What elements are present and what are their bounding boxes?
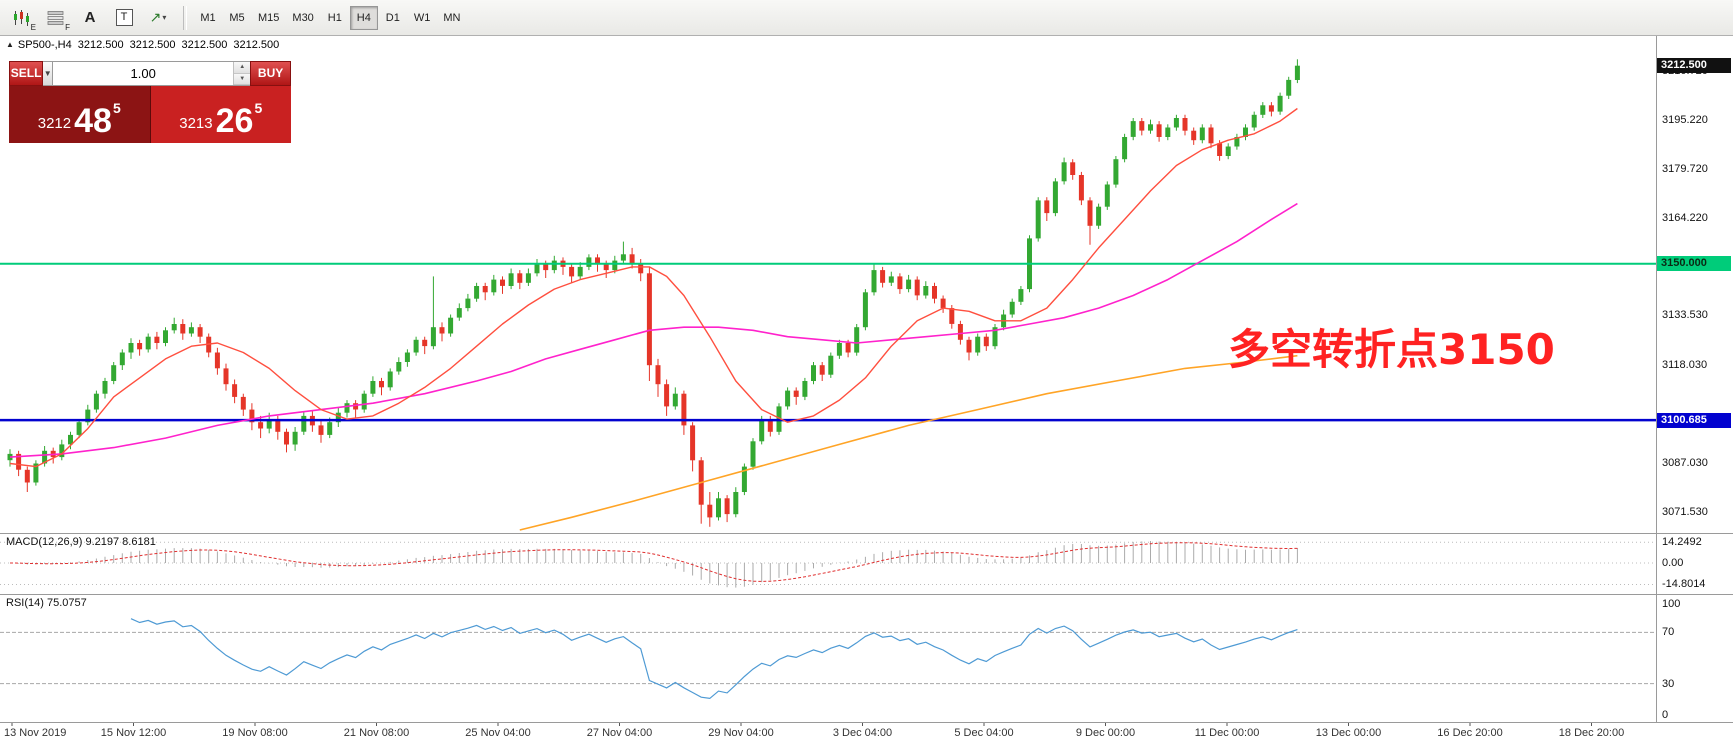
time-axis-label: 11 Dec 00:00 xyxy=(1194,727,1260,739)
timeframe-button-m1[interactable]: M1 xyxy=(200,11,216,24)
macd-indicator-label: MACD(12,26,9) 9.2197 8.6181 xyxy=(6,536,156,548)
bid-pip-fraction: 5 xyxy=(112,100,121,116)
chevron-down-icon: ▾ xyxy=(162,13,167,22)
toolbar: E F A T ↗ ▾ M1 M5 M15 M30 H1 H4 D1 W1 MN xyxy=(0,0,1733,36)
volume-up-button[interactable]: ▲ xyxy=(234,62,251,74)
close-value: 3212.500 xyxy=(233,39,280,51)
bid-prefix: 3212 xyxy=(37,115,72,132)
chart-canvas[interactable] xyxy=(0,36,1656,748)
timeframe-button-h1[interactable]: H1 xyxy=(327,11,342,24)
pane-separator[interactable] xyxy=(0,594,1733,595)
timeframe-button-m5[interactable]: M5 xyxy=(229,11,245,24)
drawing-tools-icon[interactable]: ↗ ▾ xyxy=(142,4,174,32)
sell-button[interactable]: SELL xyxy=(9,61,44,86)
pane-separator[interactable] xyxy=(0,533,1733,534)
price-axis-label: 3164.220 xyxy=(1662,212,1708,225)
price-axis-label: 3071.530 xyxy=(1662,505,1708,518)
low-value: 3212.500 xyxy=(181,39,228,51)
time-axis-label: 13 Nov 2019 xyxy=(4,727,67,739)
ask-price-display[interactable]: 3213 26 5 xyxy=(150,86,291,143)
text-label-glyph: A xyxy=(84,9,96,26)
buy-button[interactable]: BUY xyxy=(250,61,291,86)
indicator-list-icon[interactable]: F xyxy=(40,4,72,32)
rsi-indicator-label: RSI(14) 75.0757 xyxy=(6,597,87,609)
bid-price-display[interactable]: 3212 48 5 xyxy=(9,86,151,143)
chart-ohlc-header: ▲ SP500-,H4 3212.500 3212.500 3212.500 3212.5… xyxy=(6,39,279,51)
price-axis-label: 3195.220 xyxy=(1662,113,1708,126)
ask-big-digits: 26 xyxy=(215,102,254,141)
time-axis-label: 29 Nov 04:00 xyxy=(708,727,774,739)
price-axis-badge: 3212.500 xyxy=(1657,58,1731,74)
arrow-glyph: ↗ xyxy=(149,9,162,25)
timeframe-button-m15[interactable]: M15 xyxy=(258,11,280,24)
timeframe-button-m30[interactable]: M30 xyxy=(292,11,314,24)
rsi-axis-label: 30 xyxy=(1662,677,1675,690)
time-axis-label: 9 Dec 00:00 xyxy=(1075,727,1136,739)
bid-big-digits: 48 xyxy=(74,102,112,141)
collapse-triangle-icon[interactable]: ▲ xyxy=(6,40,14,49)
price-axis[interactable] xyxy=(1657,36,1733,722)
volume-field-wrap: ▲ ▼ xyxy=(53,61,251,86)
price-axis-label: 3087.030 xyxy=(1662,456,1708,469)
volume-spinner: ▲ ▼ xyxy=(233,62,251,85)
macd-axis-label: -14.8014 xyxy=(1662,577,1706,590)
timeframe-button-group: M1 M5 M15 M30 H1 H4 D1 W1 MN xyxy=(194,5,467,30)
rsi-axis-label: 100 xyxy=(1662,598,1681,610)
time-axis-label: 16 Dec 20:00 xyxy=(1437,727,1503,739)
volume-down-button[interactable]: ▼ xyxy=(234,73,251,85)
macd-axis-label: 14.2492 xyxy=(1662,535,1702,548)
text-box-glyph: T xyxy=(115,9,133,26)
sell-dropdown-button[interactable]: ▼ xyxy=(43,61,54,86)
time-axis-label: 5 Dec 04:00 xyxy=(954,727,1014,739)
price-axis-label: 3133.530 xyxy=(1662,309,1708,322)
toolbar-separator xyxy=(183,5,187,30)
macd-axis-label: 0.00 xyxy=(1662,556,1684,569)
time-axis-label: 15 Nov 12:00 xyxy=(100,727,167,739)
price-axis-border xyxy=(1656,36,1657,722)
open-value: 3212.500 xyxy=(77,39,124,51)
timeframe-button-h4[interactable]: H4 xyxy=(349,5,378,30)
ask-prefix: 3213 xyxy=(179,115,213,132)
timeframe-button-mn[interactable]: MN xyxy=(443,11,461,24)
price-axis-badge: 3150.000 xyxy=(1657,256,1731,272)
symbol-period-label: SP500-,H4 xyxy=(17,39,72,51)
timeframe-button-w1[interactable]: W1 xyxy=(413,11,431,24)
time-axis-label: 3 Dec 04:00 xyxy=(832,727,893,739)
list-glyph xyxy=(47,10,64,25)
time-axis-label: 19 Nov 08:00 xyxy=(222,727,288,739)
time-axis-label: 21 Nov 08:00 xyxy=(343,727,410,739)
text-label-icon[interactable]: A xyxy=(74,4,106,32)
chart-window: ▲ SP500-,H4 3212.500 3212.500 3212.500 3212.5… xyxy=(0,36,1733,750)
chart-templates-icon[interactable]: E xyxy=(6,4,38,32)
volume-input[interactable] xyxy=(53,62,234,85)
chart-icon-sub-letter: E xyxy=(30,22,36,32)
price-axis-label: 3179.720 xyxy=(1662,163,1708,176)
rsi-axis-label: 0 xyxy=(1662,709,1669,721)
time-axis-label: 13 Dec 00:00 xyxy=(1315,727,1382,739)
text-box-icon[interactable]: T xyxy=(108,4,140,32)
timeframe-button-d1[interactable]: D1 xyxy=(385,11,400,24)
rsi-axis-label: 70 xyxy=(1662,626,1675,639)
time-axis-label: 27 Nov 04:00 xyxy=(586,727,653,739)
time-axis-label: 18 Dec 20:00 xyxy=(1558,727,1625,739)
list-icon-sub-letter: F xyxy=(65,22,70,32)
high-value: 3212.500 xyxy=(129,39,176,51)
price-axis-label: 3118.030 xyxy=(1662,358,1708,371)
one-click-trade-panel: SELL ▼ ▲ ▼ BUY 3212 48 5 3213 26 5 xyxy=(9,61,291,143)
time-axis-border xyxy=(0,722,1733,723)
chart-annotation-text: 多空转折点3150 xyxy=(1228,325,1555,374)
ask-pip-fraction: 5 xyxy=(254,100,263,116)
candlestick-glyph xyxy=(14,9,29,26)
price-axis-badge: 3100.685 xyxy=(1657,412,1731,428)
time-axis-label: 25 Nov 04:00 xyxy=(465,727,531,739)
